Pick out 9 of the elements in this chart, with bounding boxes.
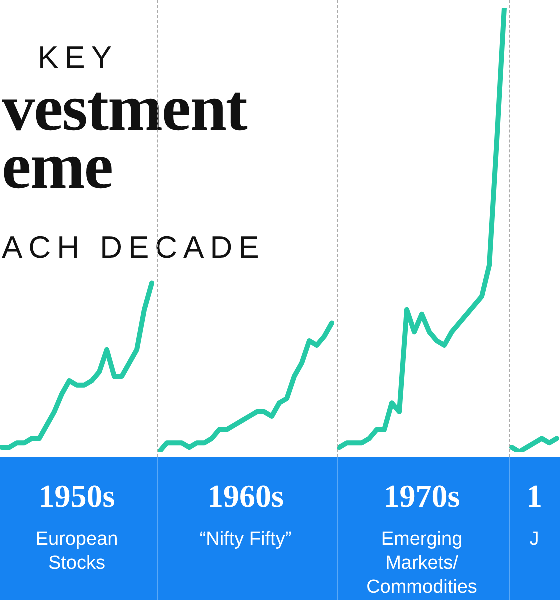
- text: J: [530, 528, 540, 552]
- text: European Stocks: [34, 528, 120, 576]
- series-label: 1960s: [208, 478, 284, 515]
- text: Emerging Markets/ Commodities: [366, 528, 478, 600]
- series-label: 1970s: [384, 478, 460, 515]
- text: “Nifty Fifty”: [200, 528, 292, 552]
- annotation: ACH DECADE: [2, 230, 266, 266]
- series-label: 1: [526, 478, 542, 515]
- series-label: 1950s: [38, 478, 116, 515]
